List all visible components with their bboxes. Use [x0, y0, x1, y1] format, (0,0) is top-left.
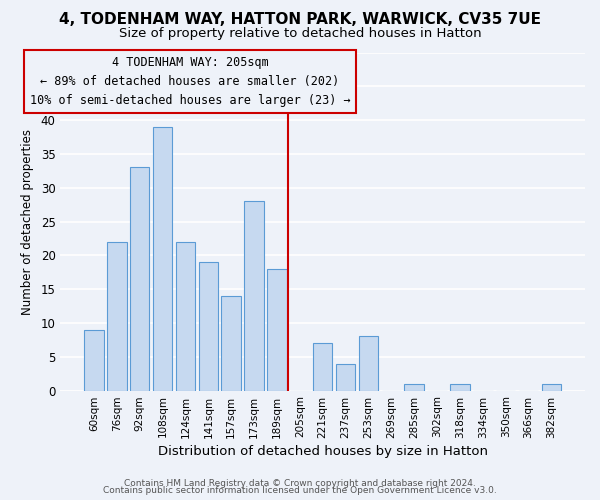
Bar: [221, 296, 241, 390]
X-axis label: Distribution of detached houses by size in Hatton: Distribution of detached houses by size …: [158, 444, 488, 458]
Bar: [336, 364, 355, 390]
Text: 4, TODENHAM WAY, HATTON PARK, WARWICK, CV35 7UE: 4, TODENHAM WAY, HATTON PARK, WARWICK, C…: [59, 12, 541, 28]
Text: Contains HM Land Registry data © Crown copyright and database right 2024.: Contains HM Land Registry data © Crown c…: [124, 478, 476, 488]
Bar: [176, 242, 195, 390]
Bar: [130, 168, 149, 390]
Bar: [267, 269, 287, 390]
Bar: [244, 202, 264, 390]
Bar: [153, 127, 172, 390]
Text: Contains public sector information licensed under the Open Government Licence v3: Contains public sector information licen…: [103, 486, 497, 495]
Bar: [404, 384, 424, 390]
Bar: [107, 242, 127, 390]
Bar: [84, 330, 104, 390]
Bar: [542, 384, 561, 390]
Bar: [313, 343, 332, 390]
Text: 4 TODENHAM WAY: 205sqm
← 89% of detached houses are smaller (202)
10% of semi-de: 4 TODENHAM WAY: 205sqm ← 89% of detached…: [30, 56, 350, 107]
Bar: [199, 262, 218, 390]
Bar: [359, 336, 378, 390]
Text: Size of property relative to detached houses in Hatton: Size of property relative to detached ho…: [119, 28, 481, 40]
Y-axis label: Number of detached properties: Number of detached properties: [21, 128, 34, 314]
Bar: [450, 384, 470, 390]
